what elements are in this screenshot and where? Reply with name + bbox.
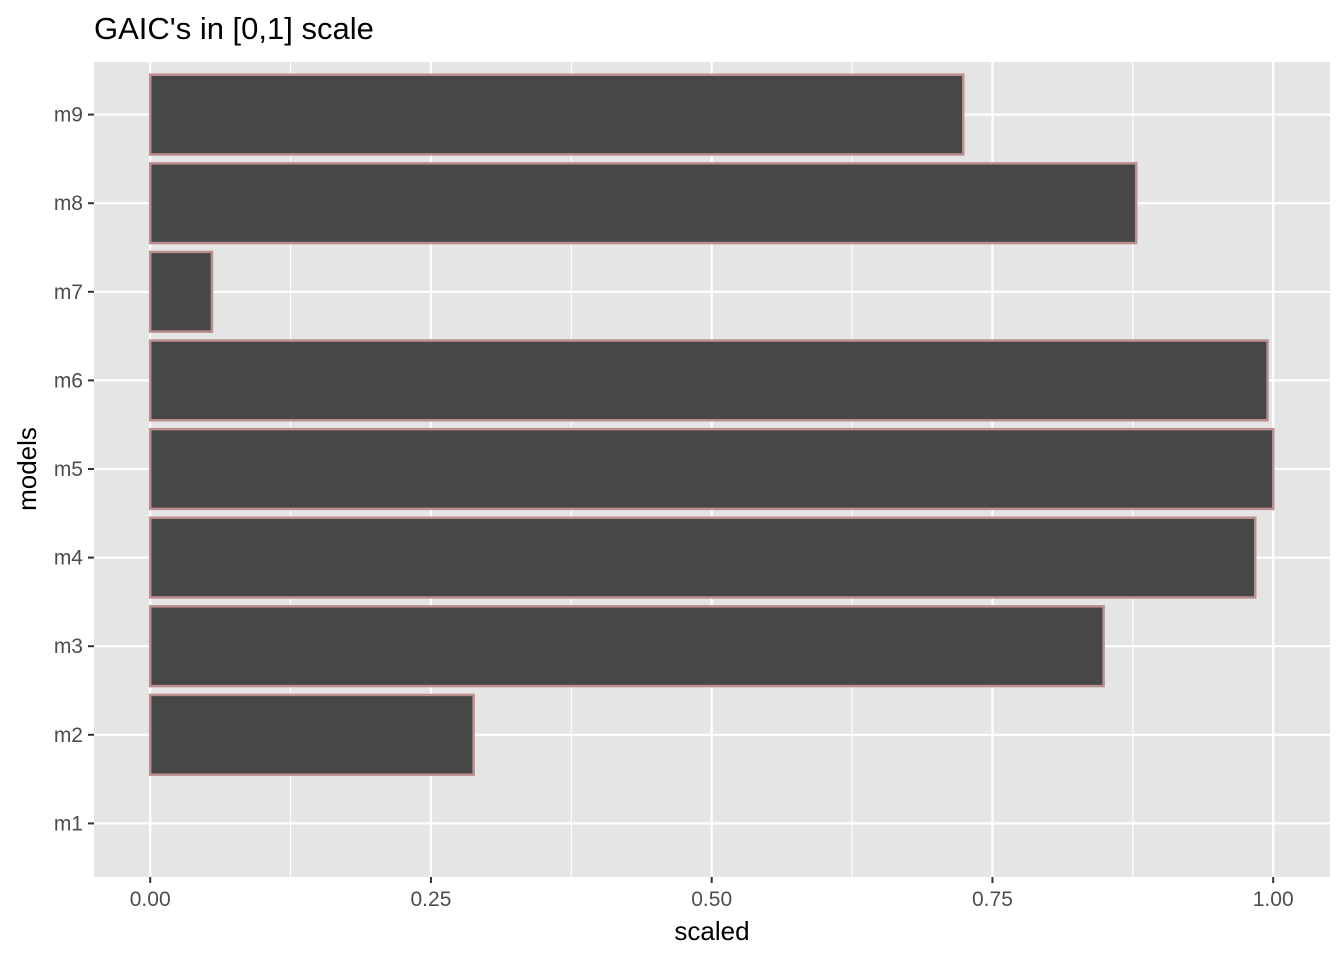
chart-title: GAIC's in [0,1] scale [94,11,374,46]
y-tick-label-m9: m9 [54,104,83,127]
bar-m5 [148,427,1275,511]
y-axis-title: models [12,427,42,511]
y-tick-label-m6: m6 [54,369,83,392]
y-tick-label-m3: m3 [54,635,83,658]
bar-m3 [148,605,1105,688]
y-tick-label-m8: m8 [54,192,83,215]
x-tick-label: 0.00 [130,888,171,911]
x-tick-label: 0.75 [972,888,1013,911]
x-tick-label: 0.25 [411,888,452,911]
x-tick-label: 1.00 [1253,888,1294,911]
bar-m6 [148,339,1269,422]
y-tick-label-m1: m1 [54,812,83,835]
bar-m8 [148,162,1138,245]
y-tick-label-m4: m4 [54,547,83,570]
y-axis: m1 m2 m3 m4 m5 m6 m7 m8 m9 [54,104,94,835]
x-axis-title: scaled [674,916,749,946]
y-tick-label-m2: m2 [54,724,83,747]
bars [148,73,1275,776]
bar-m9 [148,73,965,156]
y-tick-label-m5: m5 [54,458,83,481]
bar-m4 [148,516,1257,599]
bar-m7 [148,250,214,333]
y-tick-label-m7: m7 [54,281,83,304]
x-tick-label: 0.50 [691,888,732,911]
x-axis: 0.00 0.25 0.50 0.75 1.00 [130,877,1294,911]
bar-m2 [148,693,475,776]
